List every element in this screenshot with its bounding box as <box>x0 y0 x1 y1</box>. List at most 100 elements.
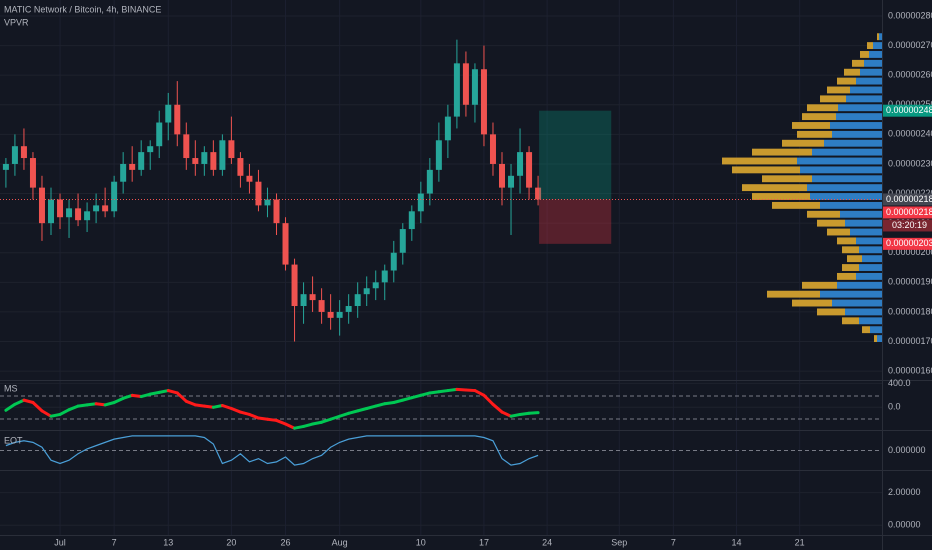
price-tag <box>883 206 932 219</box>
oscillator-segment <box>284 422 297 430</box>
countdown: 03:20:19 <box>892 220 927 230</box>
candle-body <box>471 69 478 105</box>
oscillator-segment <box>184 399 197 407</box>
volume-profile-down <box>817 219 845 227</box>
position-profit <box>539 110 612 200</box>
volume-profile-down <box>772 201 820 209</box>
volume-profile-down <box>837 237 856 245</box>
oscillator-segment <box>256 416 269 421</box>
y-tick-label: 0.00000170 <box>888 336 932 346</box>
position-loss <box>539 199 612 244</box>
x-tick-label: 7 <box>671 537 676 547</box>
volume-profile-down <box>767 290 820 298</box>
x-tick-label: 17 <box>479 537 489 547</box>
candle-body <box>246 175 253 182</box>
oscillator-segment <box>338 411 351 418</box>
oscillator-segment <box>130 393 143 399</box>
volume-profile-up <box>807 184 882 192</box>
oscillator-segment <box>220 404 233 410</box>
oscillator-segment <box>103 401 116 407</box>
volume-profile-up <box>812 148 882 156</box>
oscillator-segment <box>419 391 432 397</box>
volume-profile-up <box>832 299 882 307</box>
volume-profile-down <box>752 148 812 156</box>
y-tick-label: 400.0 <box>888 378 911 388</box>
volume-profile-up <box>859 246 882 254</box>
oscillator-segment <box>518 411 531 416</box>
volume-profile-down <box>877 33 879 41</box>
y-tick-label: 0.00000270 <box>888 40 932 50</box>
volume-profile-up <box>859 264 882 271</box>
volume-profile-up <box>856 272 882 280</box>
volume-profile-up <box>838 104 882 112</box>
volume-profile-down <box>792 122 830 129</box>
oscillator-segment <box>67 404 80 412</box>
oscillator-segment <box>238 410 251 416</box>
volume-profile-down <box>874 335 877 343</box>
oscillator-segment <box>112 396 125 405</box>
y-tick-label: 2.00000 <box>888 487 921 497</box>
price-tag-label: 0.00000218 <box>886 207 932 217</box>
volume-profile-down <box>722 157 797 165</box>
price-tag-label: 0.00000203 <box>886 238 932 248</box>
candle-body <box>138 152 145 170</box>
oscillator-segment <box>4 402 17 412</box>
oscillator-segment <box>265 417 278 422</box>
oscillator-segment <box>383 401 396 406</box>
oscillator-segment <box>482 393 495 406</box>
candle-body <box>66 208 73 218</box>
x-tick-label: Sep <box>611 537 627 547</box>
volume-profile-down <box>852 59 864 67</box>
volume-profile-up <box>837 281 882 289</box>
x-tick-label: 26 <box>281 537 291 547</box>
volume-profile-up <box>873 42 882 50</box>
price-tag <box>883 104 932 117</box>
candle-body <box>517 152 524 176</box>
candle-body <box>75 208 82 221</box>
volume-profile-up <box>859 317 882 325</box>
candle-body <box>201 152 208 164</box>
x-tick-label: 14 <box>732 537 742 547</box>
volume-profile-up <box>800 166 882 174</box>
volume-profile-down <box>797 130 832 138</box>
price-tag-label: 0.00000248 <box>886 105 932 115</box>
y-tick-label: 0.00000260 <box>888 70 932 80</box>
volume-profile-up <box>797 157 882 165</box>
volume-profile-up <box>812 175 882 183</box>
candle-body <box>255 181 262 206</box>
candle-body <box>11 146 18 164</box>
x-tick-label: Jul <box>54 537 66 547</box>
volume-profile-up <box>840 210 882 218</box>
y-tick-label: 0.00000220 <box>888 188 932 198</box>
volume-profile-down <box>827 228 850 236</box>
y-tick-label: 0.00000230 <box>888 158 932 168</box>
volume-profile-down <box>742 184 807 192</box>
oscillator-segment <box>275 418 288 426</box>
volume-profile-down <box>807 210 840 218</box>
oscillator-segment <box>446 387 459 393</box>
volume-profile-down <box>820 95 846 103</box>
oscillator-segment <box>293 424 306 430</box>
volume-profile-down <box>844 68 860 76</box>
oscillator-segment <box>365 404 378 410</box>
candle-body <box>354 294 361 307</box>
candle-body <box>20 146 27 159</box>
candle-body <box>399 229 406 253</box>
oscillator-segment <box>22 398 35 405</box>
y-tick-label: 0.000000 <box>888 445 926 455</box>
candle-body <box>363 288 370 295</box>
candle-body <box>102 205 109 212</box>
oscillator-segment <box>193 403 206 408</box>
candle-body <box>526 152 533 188</box>
candle-body <box>228 140 235 159</box>
volume-profile-up <box>836 113 882 121</box>
volume-profile-down <box>867 42 873 50</box>
price-tag-label: 0.00000218 <box>886 194 932 204</box>
candle-body <box>309 294 316 301</box>
oscillator-segment <box>509 412 522 418</box>
oscillator-segment <box>166 389 179 395</box>
y-tick-label: 0.00000240 <box>888 129 932 139</box>
candle-body <box>237 158 244 176</box>
oscillator-segment <box>76 403 89 408</box>
